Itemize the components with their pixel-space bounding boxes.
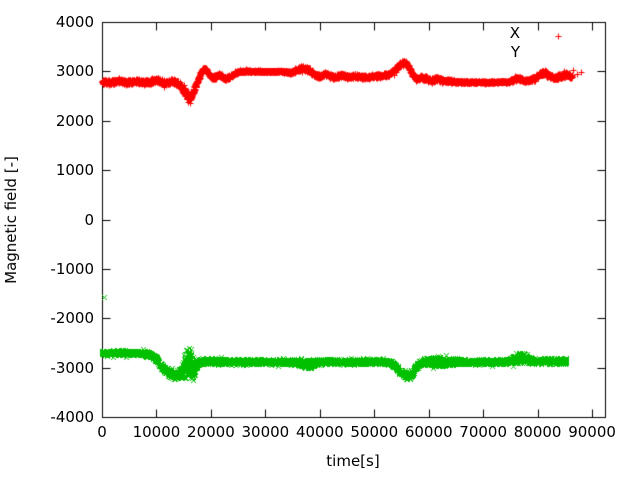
- x-tick-label: 80000: [513, 423, 562, 441]
- y-tick-label: 2000: [55, 111, 94, 130]
- y-tick-label: -2000: [50, 309, 94, 328]
- y-tick-label: 0: [84, 210, 94, 229]
- legend-entry-y-label: Y: [510, 43, 520, 61]
- x-tick-label: 0: [97, 423, 107, 441]
- x-tick-label: 30000: [241, 423, 290, 441]
- y-tick-label: -3000: [50, 358, 94, 377]
- y-tick-label: -4000: [50, 408, 94, 427]
- x-tick-label: 50000: [350, 423, 399, 441]
- x-tick-label: 60000: [404, 423, 453, 441]
- legend-entry-x-label: X: [509, 24, 520, 42]
- y-tick-label: -1000: [50, 259, 94, 278]
- y-tick-label: 3000: [55, 62, 94, 81]
- x-tick-label: 70000: [459, 423, 507, 441]
- x-tick-label: 90000: [568, 423, 616, 441]
- y-tick-label: 1000: [55, 161, 94, 180]
- x-tick-label: 40000: [295, 423, 344, 441]
- x-tick-label: 10000: [132, 423, 181, 441]
- y-tick-label: 4000: [55, 12, 94, 31]
- x-axis-title: time[s]: [326, 452, 380, 470]
- x-tick-label: 20000: [187, 423, 235, 441]
